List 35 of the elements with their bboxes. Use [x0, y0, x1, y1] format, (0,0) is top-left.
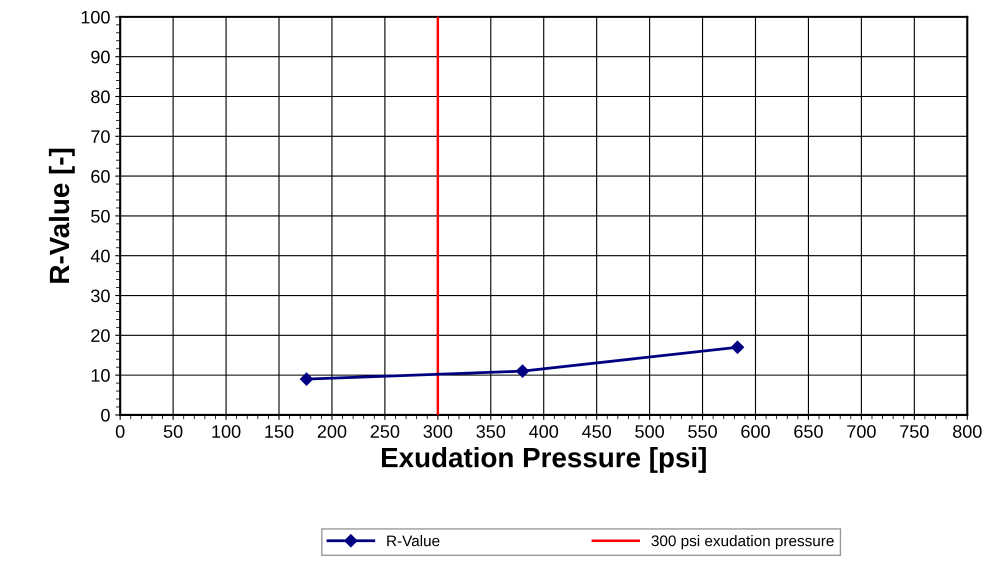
x-tick-label: 400 [529, 425, 558, 438]
y-tick-label: 80 [91, 90, 110, 104]
x-tick-label: 350 [476, 425, 506, 438]
x-tick-label: 200 [318, 425, 346, 438]
y-tick-label: 70 [91, 130, 110, 144]
y-tick-label: 20 [91, 329, 110, 342]
point [516, 364, 530, 378]
x-tick-label: 50 [164, 425, 182, 438]
x-tick-label: 750 [900, 425, 929, 438]
y-axis-title: R-Value [-] [48, 148, 75, 283]
x-tick-label: 800 [952, 425, 982, 438]
x-tick-label: 550 [688, 425, 717, 438]
x-tick-label: 100 [212, 425, 240, 438]
legend-label: R-Value [387, 535, 440, 546]
point [730, 340, 744, 354]
x-tick-label: 700 [847, 425, 876, 438]
y-tick-label: 0 [101, 408, 110, 422]
x-tick-label: 150 [265, 425, 294, 438]
y-tick-label: 60 [91, 170, 110, 183]
y-tick-label: 40 [90, 250, 110, 262]
point [300, 372, 314, 386]
legend-label: 300 psi exudation pressure [651, 535, 834, 550]
x-tick-label: 500 [635, 425, 664, 438]
x-tick-label: 650 [794, 425, 823, 438]
y-tick-label: 100 [82, 10, 110, 24]
x-axis-title: Exudation Pressure [psi] [382, 447, 706, 473]
x-tick-label: 450 [582, 425, 612, 438]
y-tick-label: 90 [91, 50, 110, 64]
x-tick-label: 0 [116, 425, 124, 438]
x-tick-label: 250 [370, 425, 400, 438]
x-tick-label: 300 [423, 425, 452, 438]
y-tick-label: 50 [91, 210, 110, 223]
y-tick-label: 10 [92, 369, 110, 382]
y-tick-label: 30 [91, 289, 110, 302]
x-tick-label: 600 [741, 425, 770, 438]
